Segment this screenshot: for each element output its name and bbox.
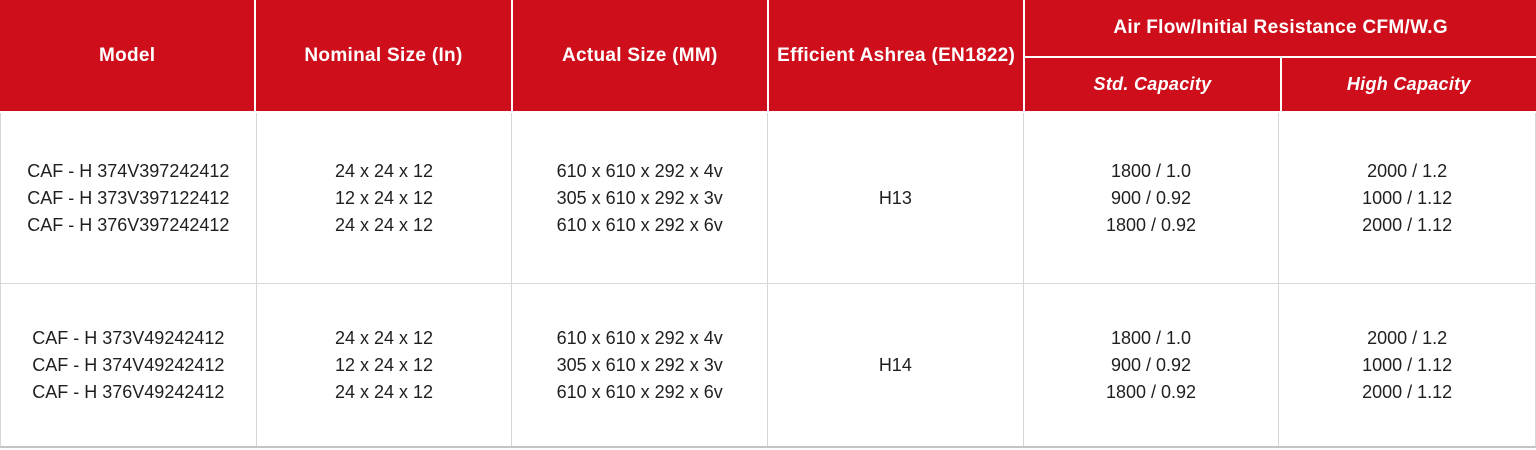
std-capacity-value: 1800 / 0.92 xyxy=(1105,214,1197,235)
table-row-group-h13: CAF - H 374V397242412 CAF - H 373V397122… xyxy=(1,113,1535,283)
model-value: CAF - H 373V49242412 xyxy=(32,327,225,348)
header-label-airflow-group: Air Flow/Initial Resistance CFM/W.G xyxy=(1113,17,1448,39)
model-cell: CAF - H 374V397242412 CAF - H 373V397122… xyxy=(1,113,257,283)
high-capacity-value: 2000 / 1.12 xyxy=(1362,381,1453,402)
header-label-efficiency: Efficient Ashrea (EN1822) xyxy=(777,44,1016,66)
nominal-size-value: 12 x 24 x 12 xyxy=(334,354,434,375)
header-cell-model: Model xyxy=(0,0,255,111)
nominal-size-value: 24 x 24 x 12 xyxy=(334,160,434,181)
actual-size-cell: 610 x 610 x 292 x 4v 305 x 610 x 292 x 3… xyxy=(512,113,768,283)
header-cell-airflow-group: Air Flow/Initial Resistance CFM/W.G xyxy=(1025,0,1536,56)
efficiency-cell: H14 xyxy=(768,284,1024,446)
actual-size-value: 610 x 610 x 292 x 4v xyxy=(556,327,723,348)
nominal-size-value: 24 x 24 x 12 xyxy=(334,214,434,235)
model-value: CAF - H 374V397242412 xyxy=(27,160,230,181)
header-label-nominal-size: Nominal Size (In) xyxy=(304,44,463,66)
efficiency-cell: H13 xyxy=(768,113,1024,283)
header-cell-std-capacity: Std. Capacity xyxy=(1025,58,1280,111)
high-capacity-value: 1000 / 1.12 xyxy=(1362,354,1453,375)
header-cell-nominal-size: Nominal Size (In) xyxy=(256,0,511,111)
actual-size-cell: 610 x 610 x 292 x 4v 305 x 610 x 292 x 3… xyxy=(512,284,768,446)
nominal-size-value: 24 x 24 x 12 xyxy=(334,381,434,402)
std-capacity-cell: 1800 / 1.0 900 / 0.92 1800 / 0.92 xyxy=(1024,113,1280,283)
high-capacity-cell: 2000 / 1.2 1000 / 1.12 2000 / 1.12 xyxy=(1279,284,1535,446)
header-cell-actual-size: Actual Size (MM) xyxy=(512,0,767,111)
header-label-actual-size: Actual Size (MM) xyxy=(561,44,718,66)
high-capacity-cell: 2000 / 1.2 1000 / 1.12 2000 / 1.12 xyxy=(1279,113,1535,283)
std-capacity-value: 1800 / 1.0 xyxy=(1110,160,1192,181)
table-body: CAF - H 374V397242412 CAF - H 373V397122… xyxy=(0,113,1536,448)
nominal-size-cell: 24 x 24 x 12 12 x 24 x 12 24 x 24 x 12 xyxy=(257,284,513,446)
actual-size-value: 610 x 610 x 292 x 6v xyxy=(556,381,723,402)
header-label-std-capacity: Std. Capacity xyxy=(1093,74,1212,95)
table-header: Model Nominal Size (In) Actual Size (MM)… xyxy=(0,0,1536,113)
header-label-model: Model xyxy=(98,44,156,66)
header-label-high-capacity: High Capacity xyxy=(1346,74,1471,95)
model-cell: CAF - H 373V49242412 CAF - H 374V4924241… xyxy=(1,284,257,446)
actual-size-value: 610 x 610 x 292 x 6v xyxy=(556,214,723,235)
actual-size-value: 305 x 610 x 292 x 3v xyxy=(556,354,723,375)
header-cell-efficiency: Efficient Ashrea (EN1822) xyxy=(768,0,1024,111)
high-capacity-value: 2000 / 1.2 xyxy=(1367,327,1448,348)
std-capacity-value: 900 / 0.92 xyxy=(1110,354,1192,375)
header-cell-high-capacity: High Capacity xyxy=(1281,58,1536,111)
std-capacity-value: 1800 / 1.0 xyxy=(1110,327,1192,348)
nominal-size-cell: 24 x 24 x 12 12 x 24 x 12 24 x 24 x 12 xyxy=(257,113,513,283)
std-capacity-value: 900 / 0.92 xyxy=(1110,187,1192,208)
high-capacity-value: 2000 / 1.12 xyxy=(1362,214,1453,235)
model-value: CAF - H 374V49242412 xyxy=(32,354,225,375)
high-capacity-value: 2000 / 1.2 xyxy=(1367,160,1448,181)
model-value: CAF - H 373V397122412 xyxy=(27,187,230,208)
table-row-group-h14: CAF - H 373V49242412 CAF - H 374V4924241… xyxy=(1,283,1535,446)
nominal-size-value: 12 x 24 x 12 xyxy=(334,187,434,208)
high-capacity-value: 1000 / 1.12 xyxy=(1362,187,1453,208)
actual-size-value: 305 x 610 x 292 x 3v xyxy=(556,187,723,208)
efficiency-value: H14 xyxy=(878,354,912,375)
model-value: CAF - H 376V397242412 xyxy=(27,214,230,235)
std-capacity-cell: 1800 / 1.0 900 / 0.92 1800 / 0.92 xyxy=(1024,284,1280,446)
efficiency-value: H13 xyxy=(878,187,912,208)
model-value: CAF - H 376V49242412 xyxy=(32,381,225,402)
std-capacity-value: 1800 / 0.92 xyxy=(1105,381,1197,402)
actual-size-value: 610 x 610 x 292 x 4v xyxy=(556,160,723,181)
nominal-size-value: 24 x 24 x 12 xyxy=(334,327,434,348)
